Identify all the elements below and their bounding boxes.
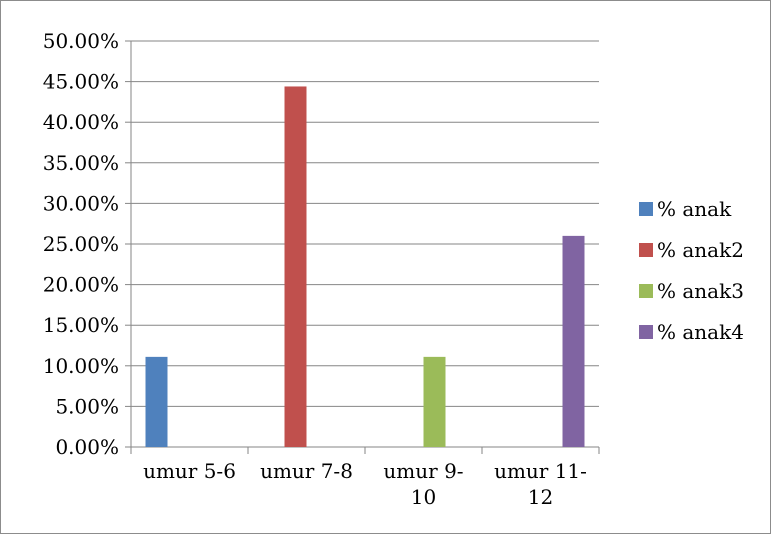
x-tick-labels: umur 5-6 umur 7-8 umur 9-10 umur 11-12 (143, 459, 587, 509)
axes (125, 40, 600, 454)
legend: % anak % anak2 % anak3 % anak4 (639, 197, 744, 344)
bar (284, 86, 307, 448)
y-tick-label: 5.00% (55, 394, 119, 418)
x-tick-label: umur 11- (494, 459, 587, 483)
x-tick-label: 10 (411, 485, 436, 509)
y-tick-label: 45.00% (43, 70, 119, 94)
x-tick-label: 12 (528, 485, 553, 509)
bar (562, 235, 585, 447)
legend-swatch (639, 284, 653, 298)
y-tick-label: 0.00% (55, 435, 119, 459)
y-tick-label: 50.00% (43, 29, 119, 53)
x-tick-label: umur 5-6 (143, 459, 236, 483)
legend-label: % anak2 (657, 238, 744, 262)
x-tick-label: umur 9- (383, 459, 463, 483)
y-tick-label: 10.00% (43, 354, 119, 378)
legend-label: % anak (657, 197, 732, 221)
y-tick-label: 40.00% (43, 110, 119, 134)
x-tick-label: umur 7-8 (260, 459, 353, 483)
legend-swatch (639, 243, 653, 257)
y-tick-label: 30.00% (43, 191, 119, 215)
gridlines (131, 40, 599, 407)
legend-swatch (639, 325, 653, 339)
y-tick-label: 35.00% (43, 151, 119, 175)
bar (423, 356, 446, 447)
y-tick-labels: 0.00% 5.00% 10.00% 15.00% 20.00% 25.00% 30.00%… (43, 29, 119, 459)
y-tick-label: 15.00% (43, 313, 119, 337)
y-tick-label: 25.00% (43, 232, 119, 256)
legend-label: % anak4 (657, 320, 744, 344)
bars (145, 86, 585, 448)
legend-label: % anak3 (657, 279, 744, 303)
y-tick-label: 20.00% (43, 273, 119, 297)
bar (145, 356, 168, 447)
legend-swatch (639, 202, 653, 216)
